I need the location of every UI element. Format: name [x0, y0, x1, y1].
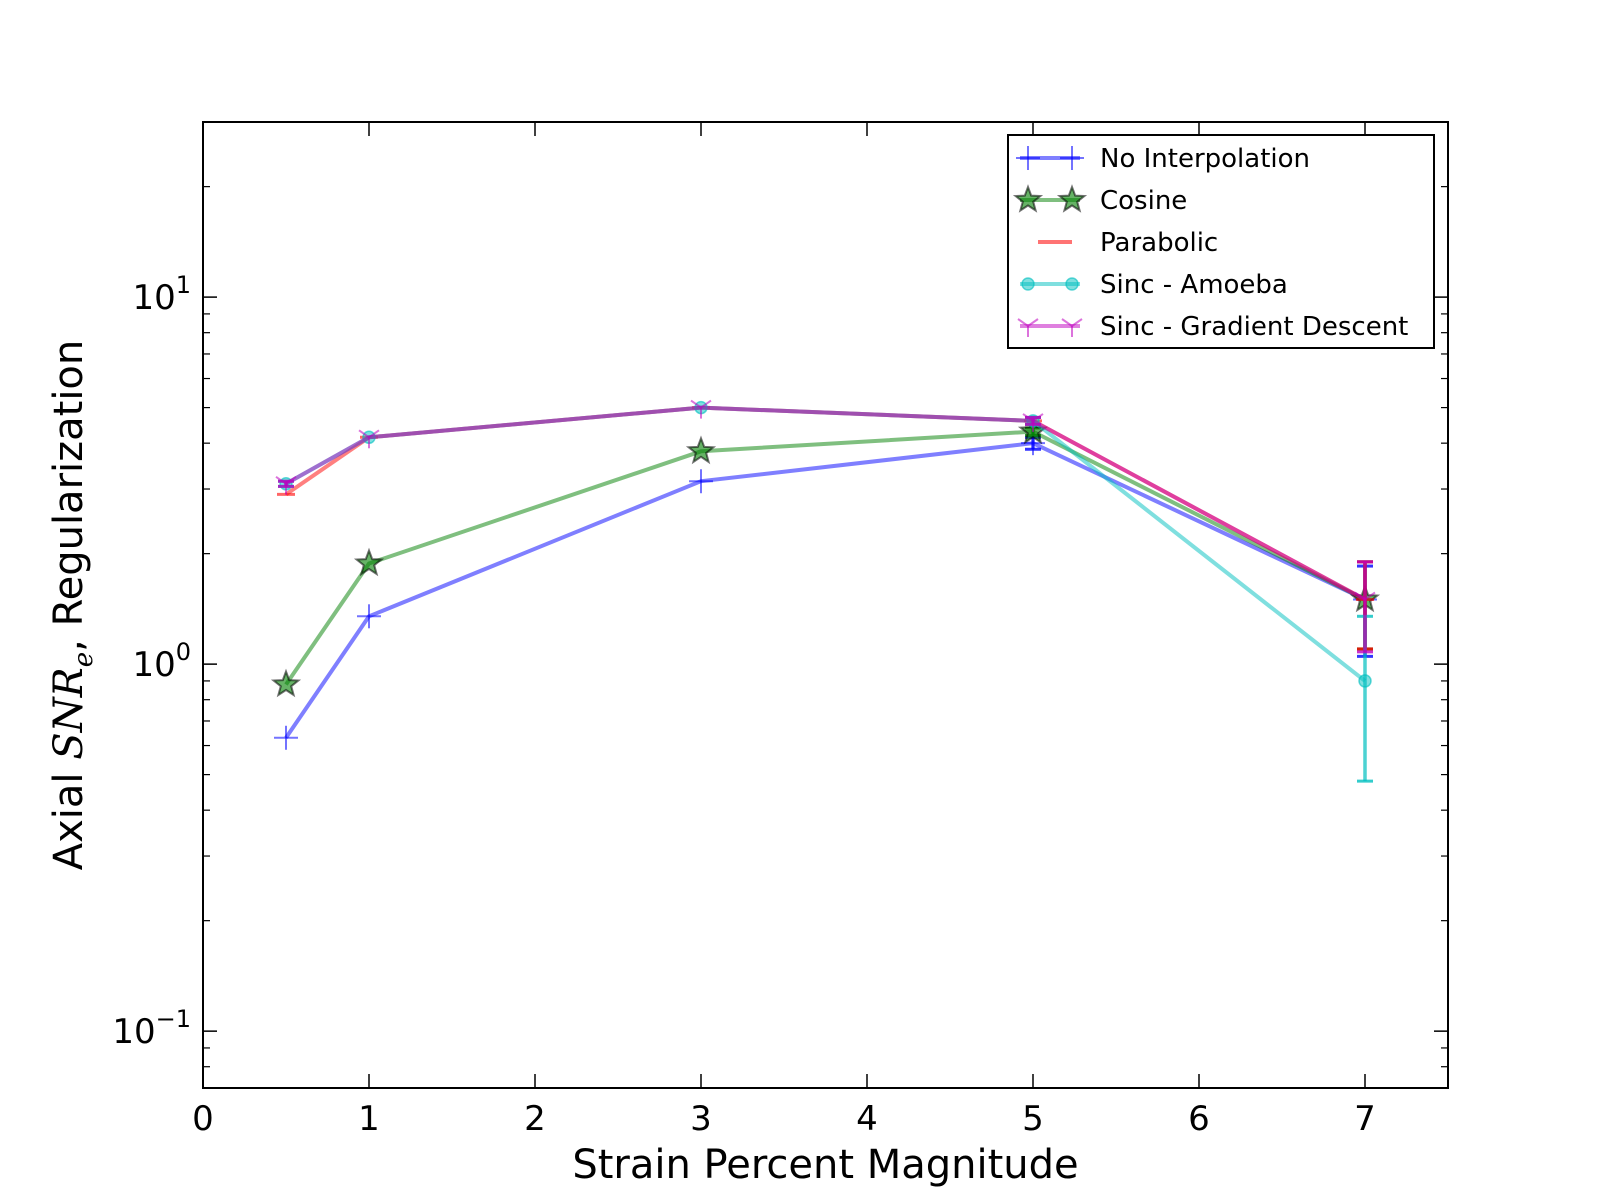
y-tick-label: 101	[132, 271, 191, 318]
y-tick-label-base: 10	[112, 1012, 155, 1052]
x-tick-label: 7	[1354, 1099, 1376, 1139]
legend-entry: Cosine	[1012, 184, 1187, 216]
legend-entry: Sinc - Gradient Descent	[1017, 312, 1408, 342]
legend-marker	[1071, 318, 1083, 327]
legend-entry: No Interpolation	[1016, 144, 1310, 174]
y-tick-label-exponent: −1	[156, 1005, 191, 1033]
y-axis-title-math: SNR	[46, 667, 92, 760]
plot-area	[270, 399, 1381, 783]
legend-entry: Parabolic	[1038, 228, 1218, 258]
legend-marker	[1017, 318, 1029, 327]
series-sinc-gradient-descent	[275, 399, 1376, 654]
legend-marker	[1065, 277, 1079, 291]
data-point	[685, 435, 717, 465]
legend-marker	[1061, 318, 1073, 327]
y-tick-label-exponent: 0	[176, 638, 191, 666]
y-axis-title-suffix: , Regularization	[46, 340, 92, 652]
data-point	[353, 547, 385, 577]
data-point	[368, 429, 380, 439]
legend: No Interpolation Cosine Parabolic Sinc - Am…	[1007, 134, 1435, 349]
x-axis-title: Strain Percent Magnitude	[572, 1142, 1078, 1188]
data-point	[1354, 591, 1366, 601]
data-point	[285, 475, 297, 485]
y-axis-title-prefix: Axial	[46, 760, 92, 871]
data-point	[1358, 674, 1372, 688]
x-tick-label: 4	[856, 1099, 878, 1139]
legend-label: No Interpolation	[1100, 144, 1310, 174]
y-tick-label: 100	[132, 638, 191, 685]
x-tick-label: 1	[358, 1099, 380, 1139]
y-tick-label-base: 10	[132, 645, 175, 685]
y-tick-label-exponent: 1	[176, 271, 191, 299]
x-tick-label: 6	[1188, 1099, 1210, 1139]
legend-marker	[1012, 184, 1044, 213]
legend-label: Parabolic	[1100, 228, 1218, 258]
data-point	[358, 429, 370, 439]
axes-frame	[202, 121, 1449, 1089]
data-point	[690, 399, 702, 409]
x-tick-label: 5	[1022, 1099, 1044, 1139]
data-point	[270, 668, 302, 698]
x-tick-label: 2	[524, 1099, 546, 1139]
y-axis-title: Axial SNRe, Regularization	[46, 340, 99, 871]
legend-entry: Sinc - Amoeba	[1020, 270, 1288, 300]
legend-label: Cosine	[1100, 186, 1187, 216]
y-axis-title-subscript: e	[69, 652, 99, 667]
data-point	[1032, 413, 1044, 422]
data-point	[1022, 413, 1034, 422]
legend-marker	[1027, 318, 1039, 327]
data-point	[275, 475, 287, 485]
data-point	[1364, 591, 1376, 601]
y-tick-label: 10−1	[112, 1005, 191, 1052]
y-tick-label-base: 10	[132, 278, 175, 318]
legend-marker	[1021, 277, 1035, 291]
legend-label: Sinc - Amoeba	[1100, 270, 1288, 300]
legend-box	[1007, 134, 1435, 349]
x-tick-label: 3	[690, 1099, 712, 1139]
legend-marker	[1056, 184, 1088, 213]
legend-label: Sinc - Gradient Descent	[1100, 312, 1408, 342]
data-point	[700, 399, 712, 409]
x-tick-label: 0	[192, 1099, 214, 1139]
